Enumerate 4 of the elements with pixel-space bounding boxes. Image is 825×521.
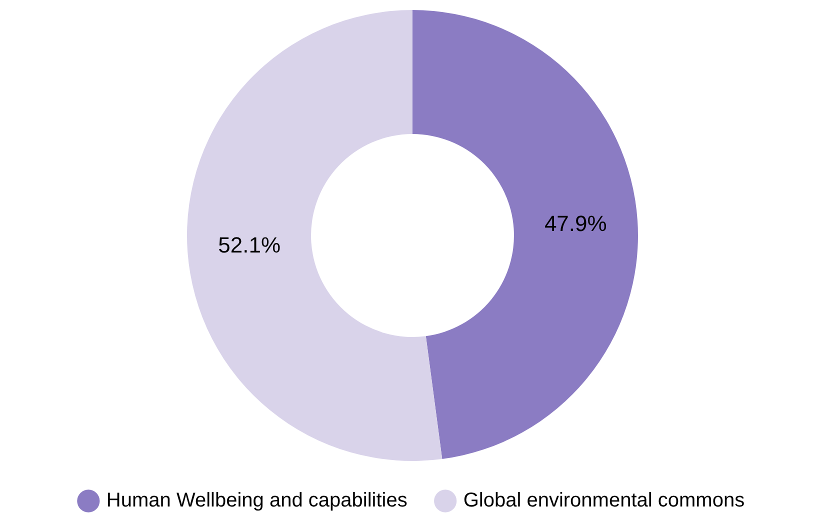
data-label: 52.1% [218, 232, 281, 258]
legend-label: Global environmental commons [463, 490, 745, 512]
data-label: 47.9% [544, 210, 607, 236]
legend-label: Human Wellbeing and capabilities [106, 490, 408, 512]
